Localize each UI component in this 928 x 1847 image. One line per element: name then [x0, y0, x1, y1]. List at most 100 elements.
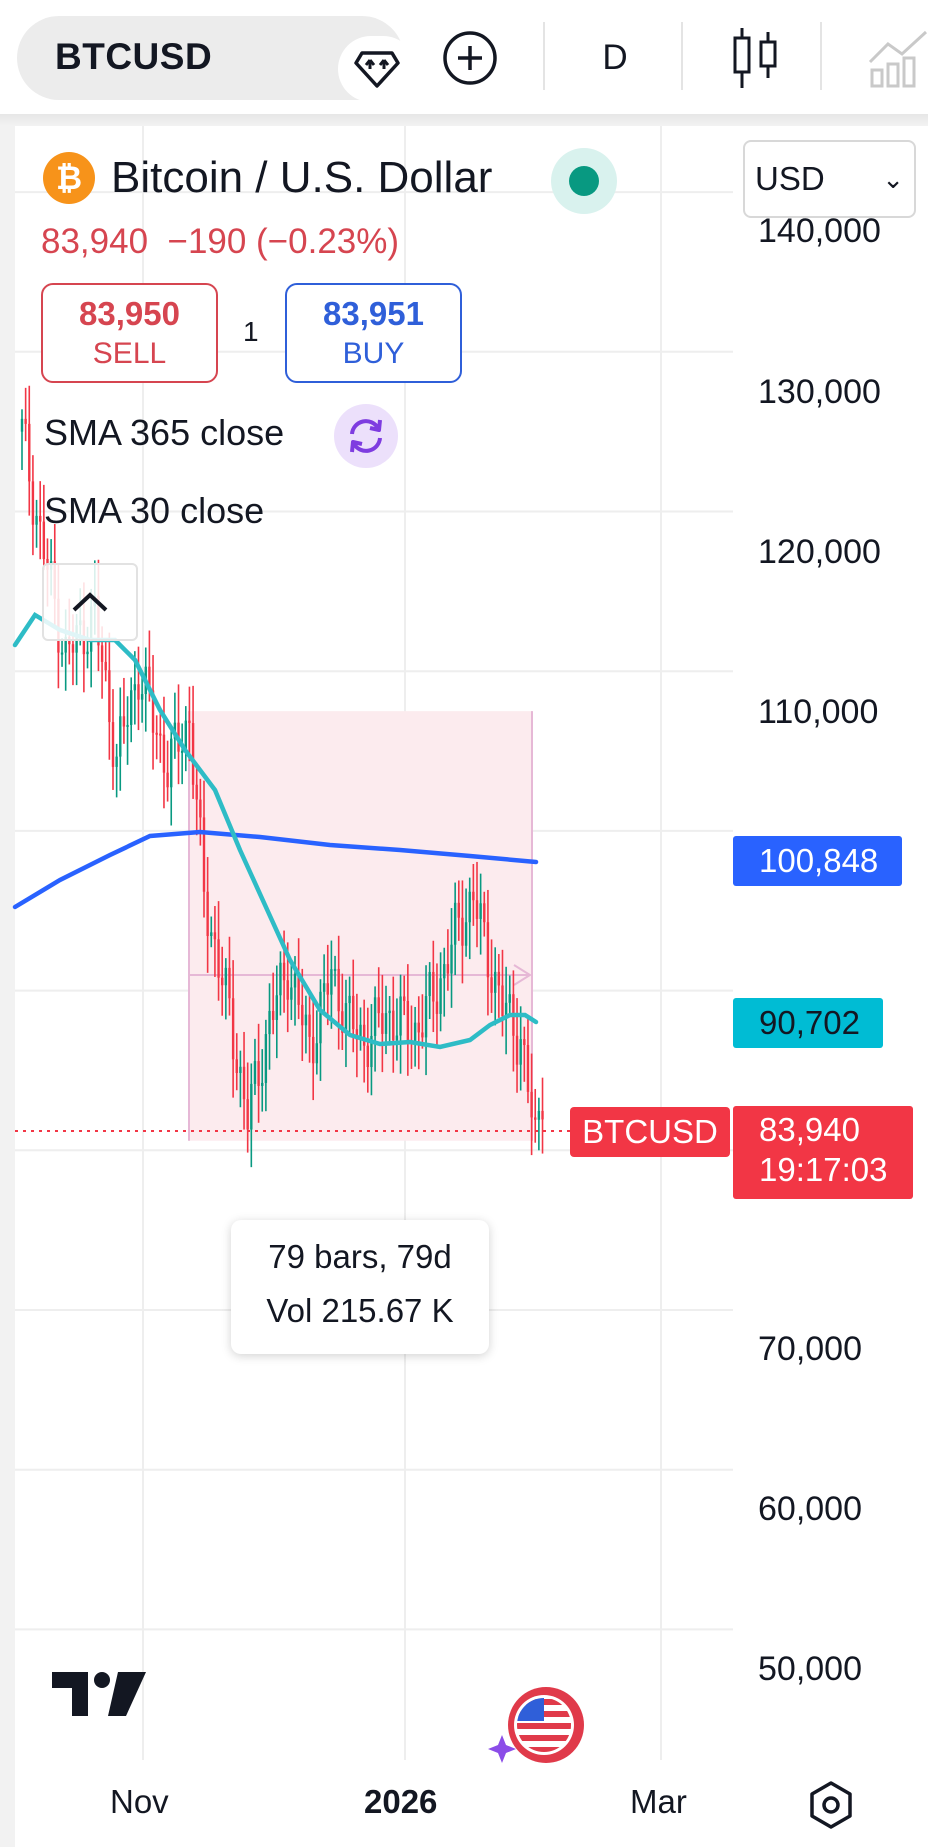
candle-body [184, 720, 187, 751]
last-price-value: 83,940 [759, 1111, 860, 1148]
toolbar-divider [820, 22, 822, 90]
candle-body [421, 1032, 424, 1038]
candle-body [151, 690, 155, 733]
measure-rect [189, 711, 532, 1141]
candle-body [508, 994, 511, 1003]
candle-body [195, 784, 198, 800]
candle-body [534, 1117, 537, 1120]
candle-body [399, 996, 402, 1036]
candle-body [199, 799, 202, 818]
candle-body [60, 652, 64, 655]
price-axis-label: 140,000 [758, 212, 881, 250]
candle-body [202, 817, 206, 892]
candle-body [457, 902, 460, 918]
indicator-sma-30[interactable]: SMA 30 close [44, 490, 265, 531]
candlestick-icon[interactable] [728, 26, 784, 90]
candle-body [464, 922, 468, 946]
compare-chart-icon[interactable] [868, 28, 928, 88]
candle-body [100, 645, 104, 662]
chevron-up-icon[interactable] [42, 563, 138, 641]
price-change-line: 83,940 −190 (−0.23%) [41, 222, 400, 261]
sma-365-line [12, 829, 539, 910]
candle-body [257, 1061, 260, 1086]
candle-body [472, 891, 475, 901]
market-open-status-icon[interactable] [551, 148, 617, 214]
candle-body [443, 964, 446, 979]
currency-select[interactable]: USD ⌄ [743, 140, 916, 218]
candle-body [392, 1010, 395, 1041]
candle-body [42, 521, 46, 559]
candle-body [28, 423, 31, 482]
candle-body [108, 670, 111, 723]
candle-body [344, 1003, 348, 1033]
buy-label: BUY [342, 337, 405, 370]
candle-body [362, 1024, 366, 1046]
candle-body [31, 481, 35, 525]
candle-body [188, 720, 191, 724]
tradingview-logo-icon[interactable] [52, 1672, 146, 1718]
candle-body [286, 980, 289, 1000]
candle-body [501, 985, 504, 1017]
sell-label: SELL [92, 337, 167, 370]
top-toolbar: BTCUSD D [0, 0, 928, 114]
interval-button[interactable]: D [602, 38, 628, 77]
gem-icon[interactable] [338, 36, 416, 102]
candle-body [282, 962, 286, 981]
buy-button[interactable]: 83,951 BUY [285, 283, 462, 383]
candle-body [115, 756, 118, 767]
sell-button[interactable]: 83,950 SELL [41, 283, 218, 383]
candle-body [242, 1066, 246, 1100]
candle-body [250, 1083, 253, 1130]
candle-body [373, 997, 377, 1036]
toolbar-divider [681, 22, 683, 90]
candle-body [279, 962, 282, 996]
measure-range [188, 711, 533, 1141]
candle-body [275, 995, 278, 1020]
candle-body [170, 738, 173, 788]
candle-body [301, 1004, 304, 1026]
candle-body [381, 1013, 384, 1034]
candle-body [519, 1039, 522, 1065]
market-open-dot [569, 166, 599, 196]
candle-body [366, 1045, 369, 1068]
measure-bars: 79 bars, 79d [268, 1238, 452, 1275]
candle-body [461, 917, 464, 946]
candle-body [490, 977, 493, 993]
spread-value: 1 [243, 316, 259, 347]
candle-body [39, 515, 42, 522]
us-flag-badge-icon[interactable] [488, 1685, 588, 1767]
indicator-sma-365[interactable]: SMA 365 close [44, 412, 285, 453]
candle-body [446, 964, 450, 974]
candle-body [530, 1091, 533, 1118]
settings-icon[interactable] [806, 1780, 856, 1830]
candle-body [224, 967, 228, 986]
candle-body [494, 971, 497, 993]
price-axis-label: 60,000 [758, 1490, 862, 1528]
candle-body [315, 1043, 319, 1064]
sync-icon[interactable] [334, 404, 398, 468]
candle-body [159, 733, 162, 736]
candle-body [322, 983, 326, 992]
candle-body [395, 1035, 399, 1041]
price-axis-label: 130,000 [758, 373, 881, 411]
candle-body [231, 998, 235, 1060]
plus-circle-icon[interactable] [442, 30, 498, 86]
candle-body [432, 971, 435, 1002]
candle-body [319, 991, 322, 1044]
sell-price: 83,950 [79, 295, 180, 332]
candle-body [417, 1022, 420, 1033]
chart-grid [15, 126, 733, 1760]
measure-volume: Vol 215.67 K [266, 1292, 454, 1329]
candle-body [264, 1034, 268, 1083]
sma-30-price-tag: 90,702 [733, 998, 883, 1048]
symbol-legend[interactable]: ₿ Bitcoin / U.S. Dollar [43, 152, 492, 204]
candle-body [341, 1011, 344, 1033]
candle-body [504, 1002, 508, 1017]
symbol-search-button[interactable]: BTCUSD [17, 16, 416, 102]
candle-body [435, 1001, 439, 1014]
candle-body [526, 1045, 530, 1092]
candle-body [352, 995, 355, 1030]
candle-body [239, 1066, 242, 1074]
price-axis-label: 70,000 [758, 1330, 862, 1368]
